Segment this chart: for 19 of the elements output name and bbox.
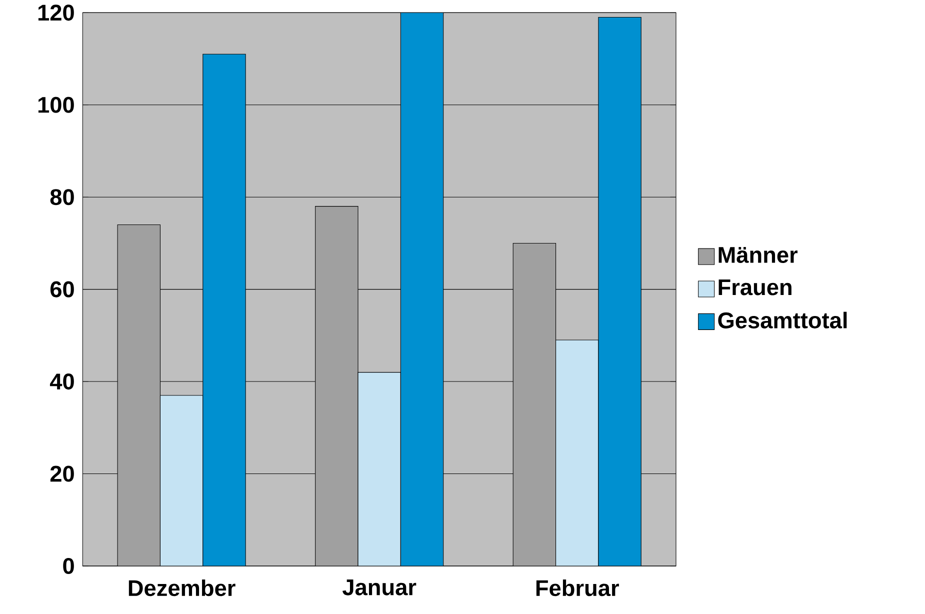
x-tick-label: Januar — [342, 579, 416, 596]
bar — [315, 206, 358, 566]
bar — [358, 372, 401, 566]
y-tick-label: 0 — [63, 558, 74, 574]
legend-label: Frauen — [718, 279, 792, 296]
y-tick-label: 60 — [50, 281, 74, 298]
x-tick-label: Februar — [536, 580, 619, 596]
y-tick-label: 40 — [50, 374, 74, 390]
legend-label: Männer — [718, 247, 798, 263]
x-tick-label: Dezember — [128, 580, 236, 596]
bar — [556, 340, 599, 566]
bar — [512, 242, 556, 566]
y-tick-label: 80 — [50, 189, 74, 206]
y-tick-label: 100 — [38, 96, 74, 113]
y-tick-label: 120 — [38, 4, 74, 21]
bar — [117, 224, 160, 566]
legend-label: Gesamttotal — [718, 312, 847, 328]
bar — [160, 395, 204, 566]
y-tick-label: 20 — [50, 466, 74, 482]
